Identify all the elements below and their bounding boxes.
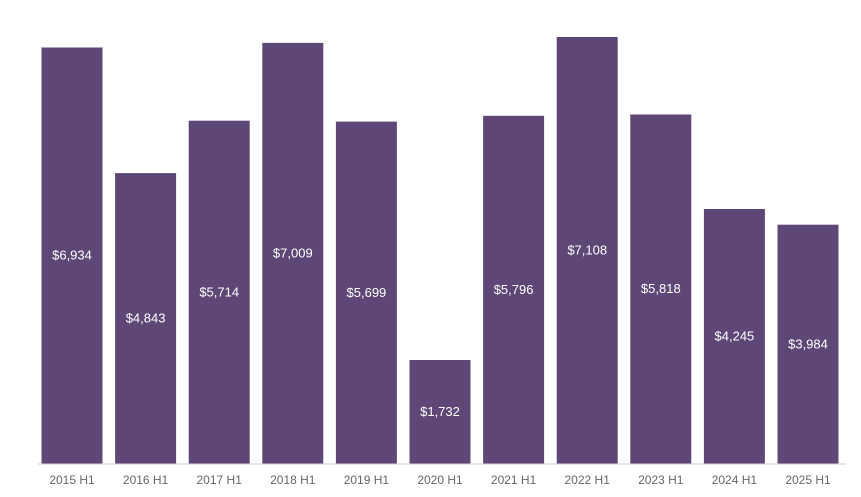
x-tick-2019-h1: 2019 H1 bbox=[344, 473, 390, 487]
bar-2019-h1 bbox=[335, 121, 397, 464]
data-label-2016-h1: $4,843 bbox=[126, 311, 166, 326]
data-label-2023-h1: $5,818 bbox=[641, 281, 681, 296]
bars-group bbox=[41, 37, 839, 465]
bar-2023-h1 bbox=[630, 114, 692, 464]
bar-2021-h1 bbox=[483, 115, 545, 465]
x-tick-2024-h1: 2024 H1 bbox=[712, 473, 758, 487]
bar-2024-h1 bbox=[703, 209, 765, 464]
data-label-2018-h1: $7,009 bbox=[273, 246, 313, 261]
x-tick-labels-group: 2015 H1 2016 H1 2017 H1 2018 H1 2019 H1 2020 … bbox=[49, 473, 831, 487]
data-labels-group: $6,934 $4,843 $5,714 $7,009 $5,699 $1,732 $5,7… bbox=[52, 243, 828, 420]
x-tick-2025-h1: 2025 H1 bbox=[785, 473, 831, 487]
bar-2016-h1 bbox=[115, 173, 177, 464]
data-label-2015-h1: $6,934 bbox=[52, 248, 92, 263]
bar-2017-h1 bbox=[188, 120, 250, 464]
data-label-2024-h1: $4,245 bbox=[715, 329, 755, 344]
bar-2022-h1 bbox=[556, 37, 618, 464]
x-tick-2015-h1: 2015 H1 bbox=[49, 473, 95, 487]
x-tick-2021-h1: 2021 H1 bbox=[491, 473, 537, 487]
bar-2018-h1 bbox=[262, 42, 324, 465]
x-tick-2018-h1: 2018 H1 bbox=[270, 473, 316, 487]
data-label-2020-h1: $1,732 bbox=[420, 404, 460, 419]
bar-2025-h1 bbox=[777, 224, 839, 464]
x-tick-2017-h1: 2017 H1 bbox=[197, 473, 243, 487]
x-tick-2023-h1: 2023 H1 bbox=[638, 473, 684, 487]
bar-2020-h1 bbox=[409, 360, 471, 464]
data-label-2022-h1: $7,108 bbox=[567, 243, 607, 258]
data-label-2019-h1: $5,699 bbox=[347, 285, 387, 300]
x-tick-2020-h1: 2020 H1 bbox=[417, 473, 463, 487]
data-label-2021-h1: $5,796 bbox=[494, 282, 534, 297]
x-tick-2016-h1: 2016 H1 bbox=[123, 473, 169, 487]
bar-2015-h1 bbox=[41, 47, 103, 464]
data-label-2025-h1: $3,984 bbox=[788, 336, 828, 351]
x-tick-2022-h1: 2022 H1 bbox=[565, 473, 611, 487]
data-label-2017-h1: $5,714 bbox=[199, 284, 239, 299]
